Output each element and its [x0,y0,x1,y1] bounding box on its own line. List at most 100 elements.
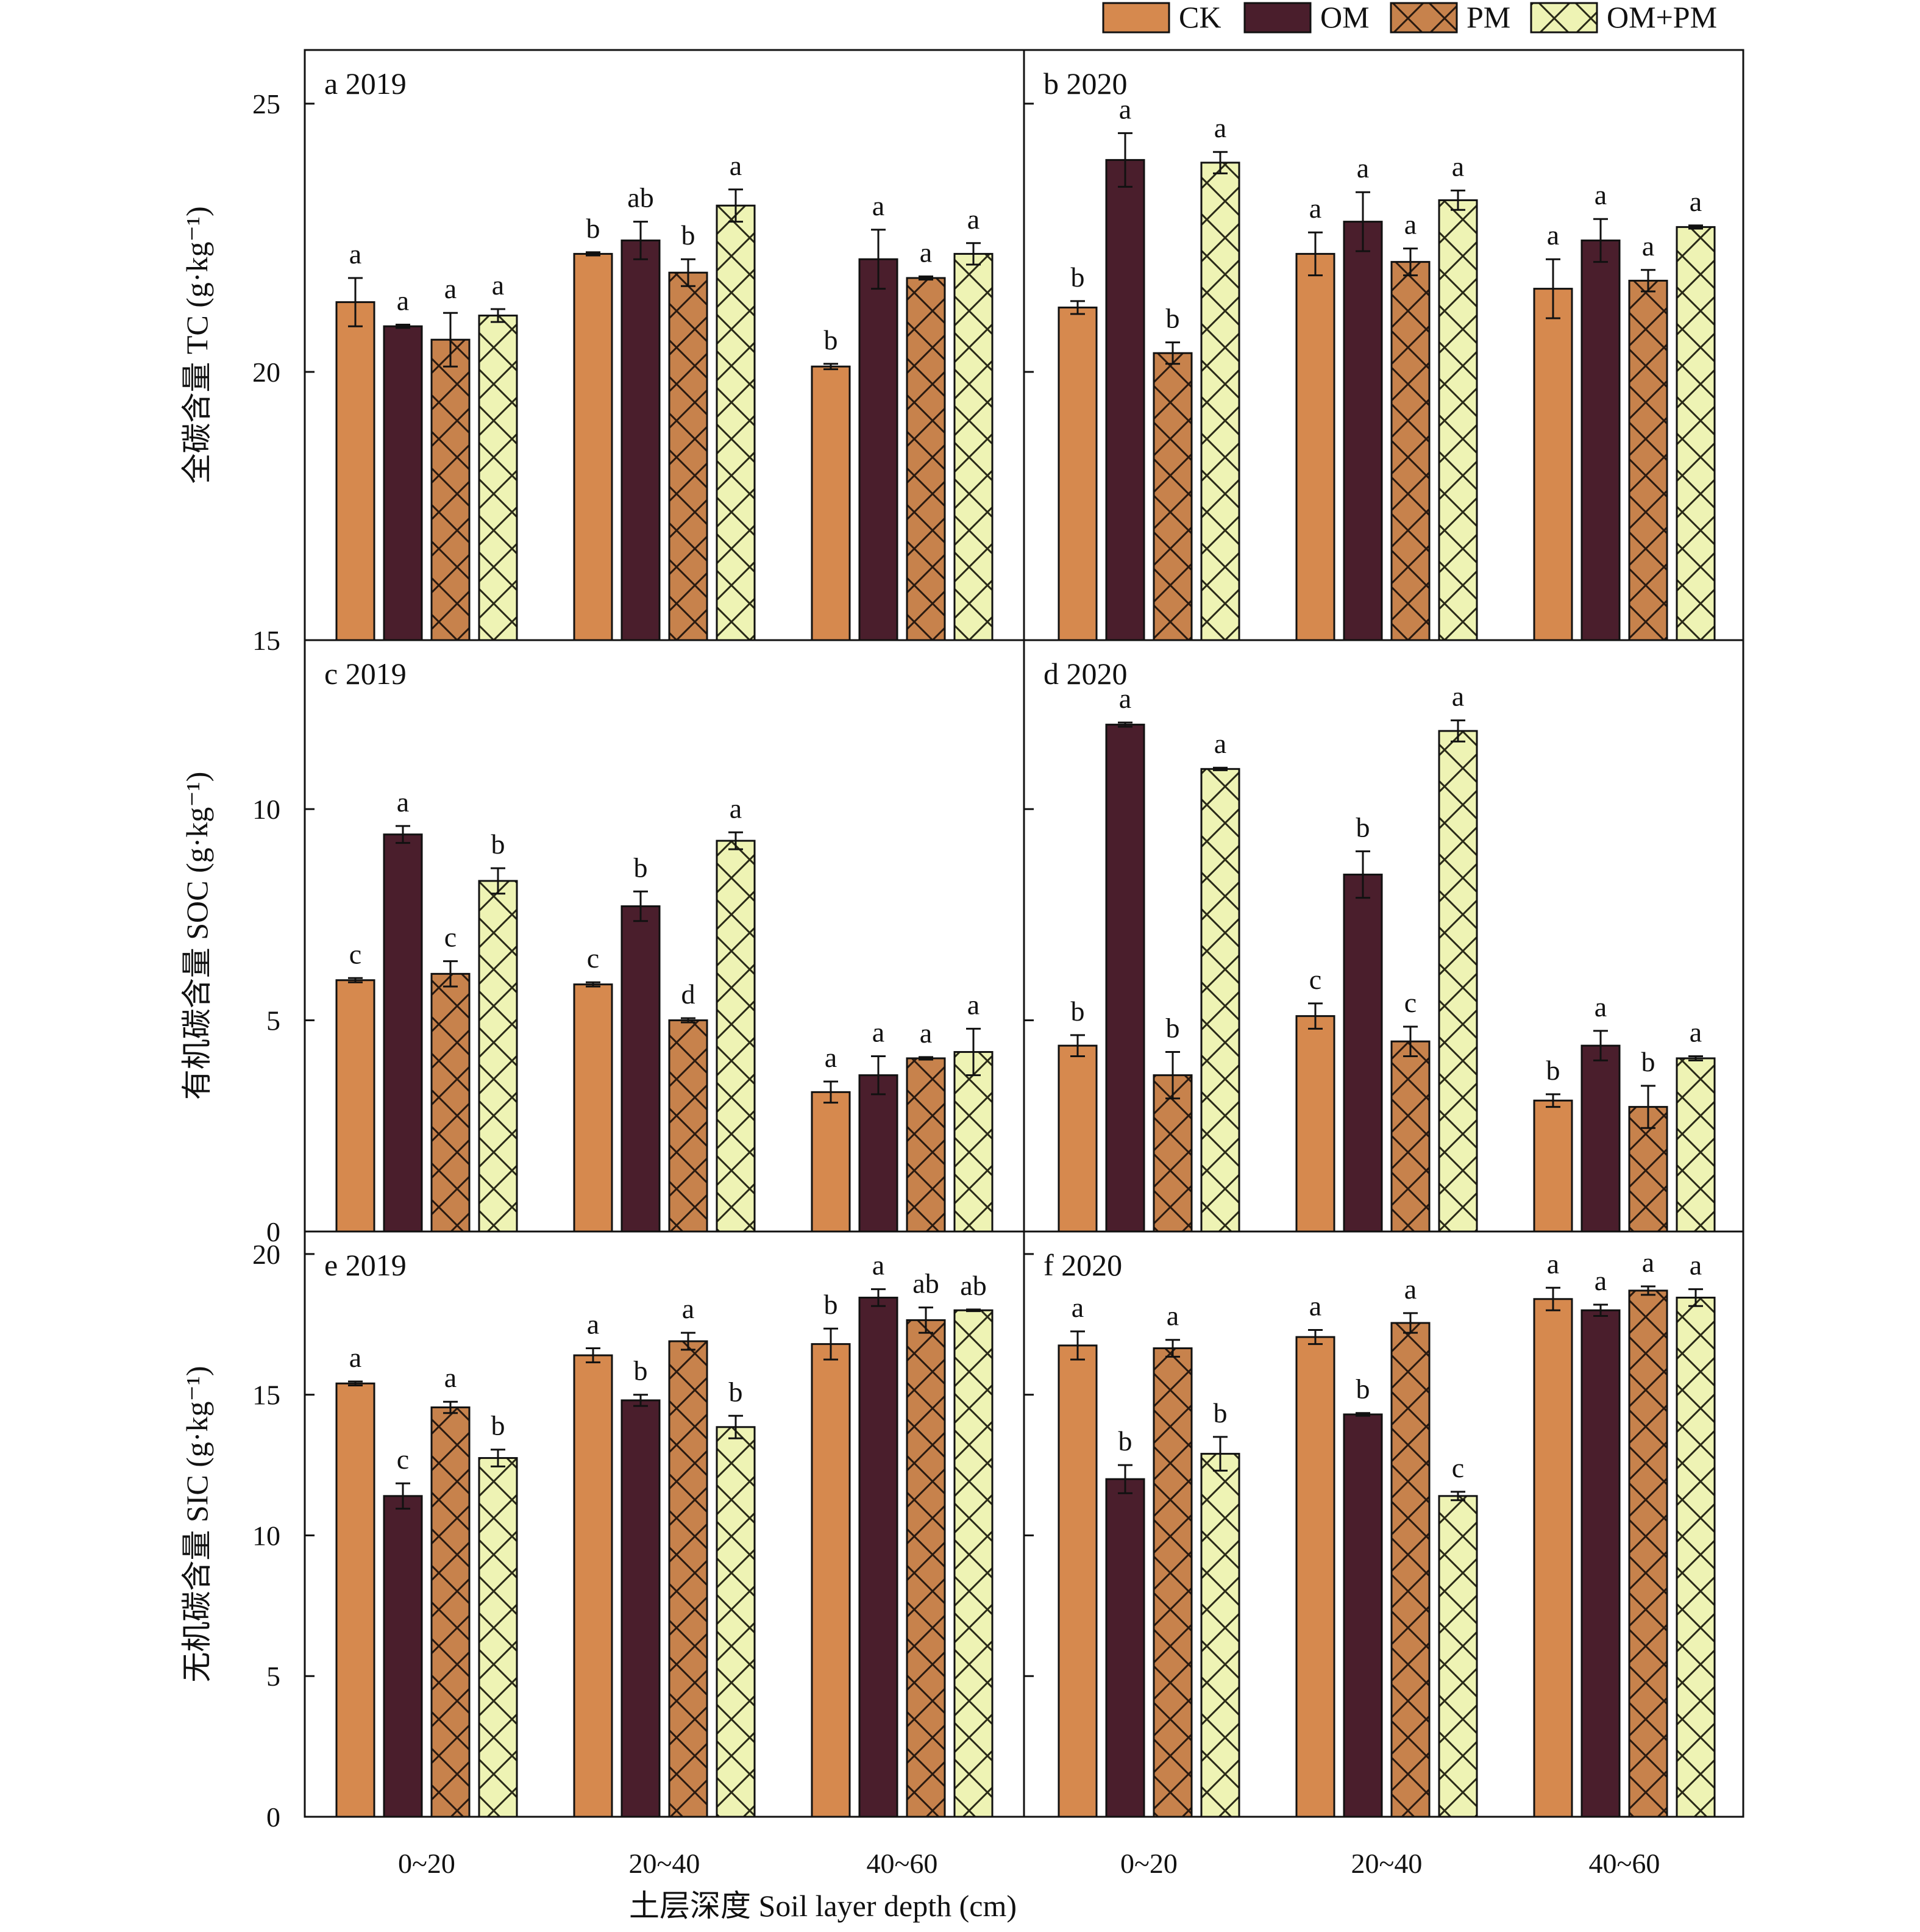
y-tick-label: 25 [252,88,280,119]
significance-letter: a [1404,209,1417,240]
y-tick-label: 10 [252,794,280,825]
bar-om-pm [716,1426,756,1818]
bar-pm [1628,279,1668,641]
bar-ck [1058,306,1098,641]
y-tick-label: 0 [266,1216,280,1247]
significance-letter: d [681,978,695,1010]
x-axis-title: 土层深度 Soil layer depth (cm) [629,1889,1017,1923]
panel-label: f 2020 [1044,1248,1122,1282]
bar-om [1343,1413,1383,1818]
bar-om-pm [953,252,994,641]
x-tick-label: 40~60 [1589,1848,1660,1879]
bar-om [383,1495,423,1818]
significance-letter: a [349,1342,361,1373]
bar-om-pm [1200,768,1240,1233]
panel-label: d 2020 [1044,657,1128,691]
legend-label-om: OM [1320,0,1370,34]
bar-om-pm [1438,1495,1478,1818]
panel-frame [1023,1230,1744,1818]
y-tick-label: 0 [266,1802,280,1833]
significance-letter: a [730,150,742,181]
y-tick-label: 5 [266,1661,280,1692]
significance-letter: a [682,1293,694,1324]
significance-letter: a [825,1042,837,1073]
significance-letter: a [444,1362,457,1393]
significance-letter: a [1642,230,1654,262]
significance-letter: b [1118,1425,1132,1456]
bar-pm [668,271,708,641]
significance-letter: a [872,1016,884,1047]
bar-om-pm [953,1309,994,1818]
significance-letter: b [1356,1374,1370,1405]
significance-letter: a [920,237,932,268]
bar-pm [1390,261,1431,641]
bar-pm [1153,1074,1193,1233]
bar-om [1343,874,1383,1233]
significance-letter: a [872,1250,884,1281]
bar-pm [1390,1322,1431,1818]
significance-letter: b [491,829,505,860]
bar-om [620,239,661,641]
bar-om-pm [1438,199,1478,641]
bar-ck [811,1343,851,1818]
significance-letter: a [1595,991,1607,1022]
bar-om [1580,1309,1621,1818]
x-tick-label: 40~60 [867,1848,938,1879]
significance-letter: b [586,213,600,244]
significance-letter: b [634,852,648,883]
significance-letter: c [397,1444,409,1475]
significance-letter: a [1404,1274,1417,1305]
bar-ck [1295,1015,1335,1233]
bar-pm [906,1319,946,1818]
bar-om [1343,221,1383,641]
bar-om-pm [478,1457,518,1818]
legend-swatch-ck [1102,2,1170,34]
significance-letter: a [1357,152,1369,184]
significance-letter: a [1309,1291,1321,1322]
significance-letter: a [1690,186,1702,217]
significance-letter: ab [912,1268,939,1299]
y-tick-label: 20 [252,1239,280,1270]
significance-letter: c [1452,1452,1464,1483]
bar-ck [1295,252,1335,641]
bar-ck [811,1091,851,1233]
bar-pm [1153,352,1193,641]
bar-om-pm [478,880,518,1233]
bar-ck [335,301,375,641]
significance-letter: b [1071,996,1085,1027]
panel-label: c 2019 [324,657,407,691]
x-tick-label: 0~20 [398,1848,455,1879]
panel-label: b 2020 [1044,66,1128,101]
bar-om-pm [716,204,756,641]
significance-letter: b [1214,1397,1228,1428]
bar-ck [1295,1336,1335,1818]
panel-b: b 2020 b a a a a a b a a a a a [1023,49,1744,641]
significance-letter: b [824,1289,838,1320]
bar-pm [430,1406,471,1818]
bar-pm [430,972,471,1233]
significance-letter: a [730,793,742,824]
bar-om-pm [1676,1296,1716,1818]
y-tick-label: 20 [252,357,280,388]
significance-letter: a [397,285,409,316]
bar-om-pm [1200,162,1240,641]
panel-f: f 2020 a a a b b a a a a b c a 0~20 20~40 40~60 [1023,1230,1744,1879]
significance-letter: c [587,943,599,974]
bar-pm [668,1019,708,1233]
significance-letter: a [1072,1292,1084,1323]
significance-letter: b [824,324,838,355]
bar-ck [811,365,851,641]
significance-letter: c [349,938,361,969]
significance-letter: a [1642,1247,1654,1278]
bar-om-pm [953,1051,994,1233]
bar-om [1105,1478,1145,1818]
x-tick-label: 20~40 [1351,1848,1423,1879]
legend-swatch-om-pm [1530,2,1598,34]
bar-om-pm [1200,1453,1240,1818]
bar-om [1580,239,1621,641]
legend-label-om-pm: OM+PM [1607,0,1717,34]
significance-letter: a [1452,151,1464,182]
